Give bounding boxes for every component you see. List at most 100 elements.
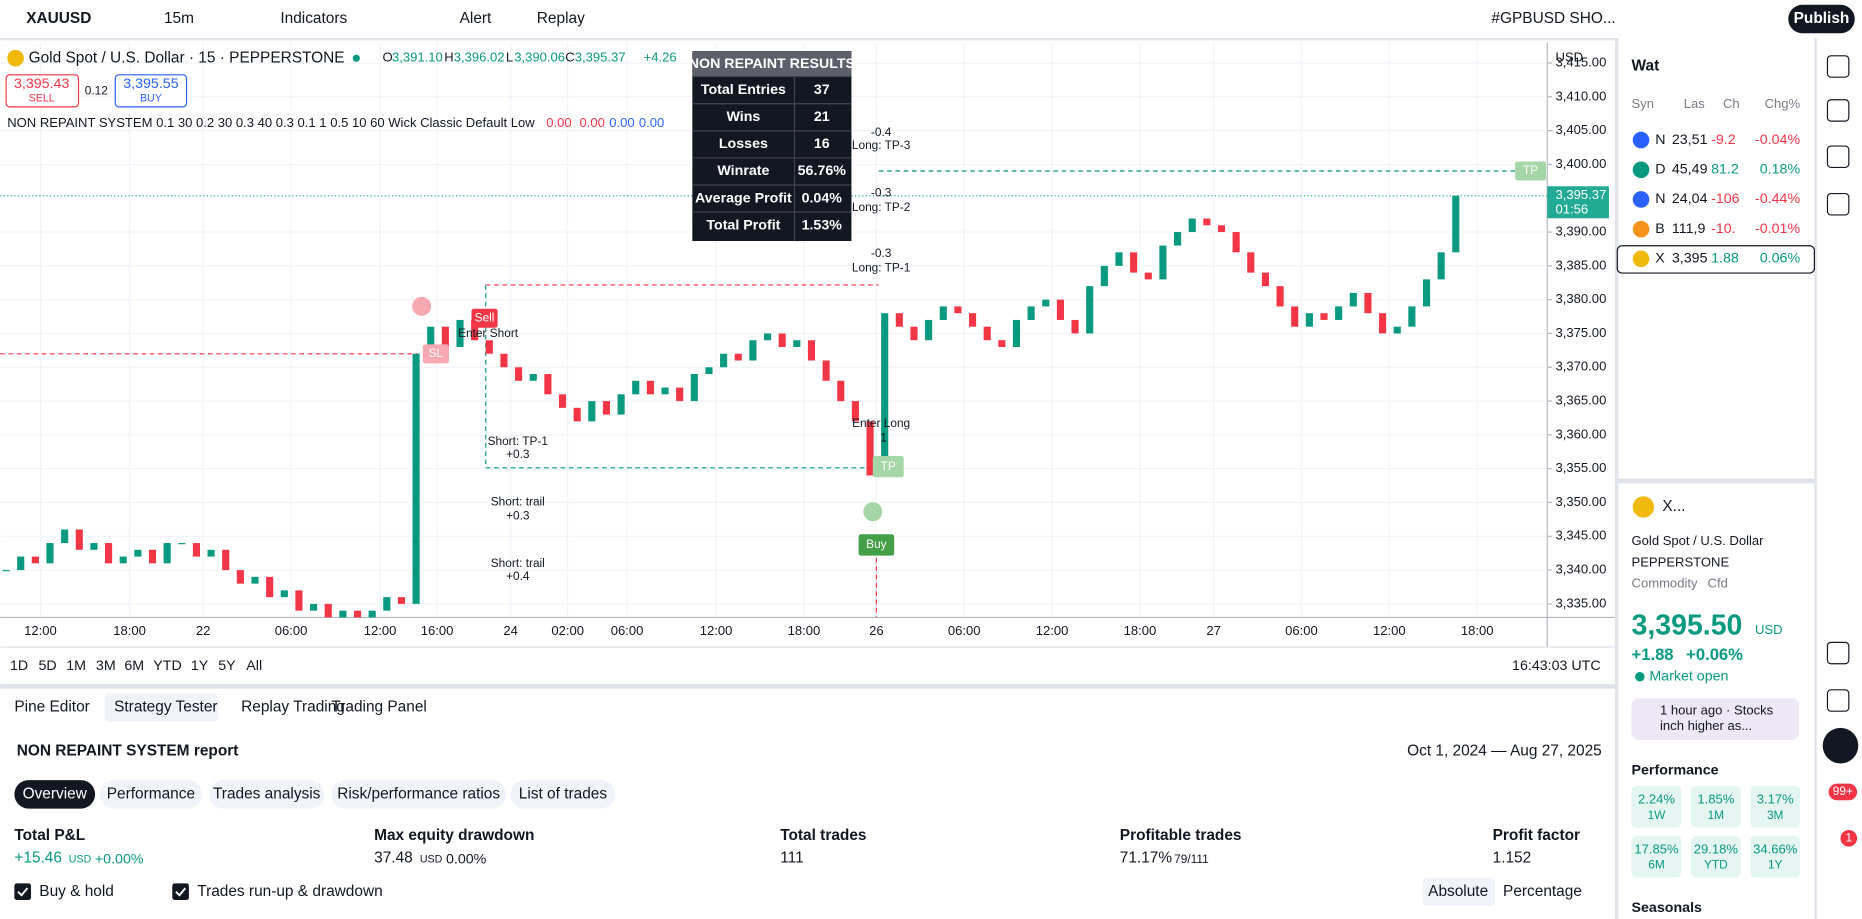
watch-symbol[interactable]: D [1655, 162, 1665, 178]
candle [178, 543, 186, 545]
range-button[interactable]: All [246, 658, 262, 674]
active-tab [104, 693, 219, 722]
ohlc-value: O [382, 50, 392, 65]
panel-tab[interactable]: Replay Trading [241, 699, 345, 716]
symbol-button[interactable]: XAUUSD [26, 10, 91, 27]
candle [866, 421, 874, 476]
range-button[interactable]: 3M [96, 658, 116, 674]
time-tick-label: 18:00 [1124, 623, 1157, 638]
sidebar-icon[interactable] [1826, 145, 1850, 169]
time-tick-label: 16:00 [421, 623, 454, 638]
news-box[interactable] [1631, 698, 1799, 740]
currency-label: USD [1556, 50, 1584, 65]
candle [895, 313, 903, 327]
report-title: NON REPAINT SYSTEM report [17, 743, 239, 760]
range-button[interactable]: 1D [10, 658, 28, 674]
candle [441, 326, 449, 347]
report-tab[interactable] [331, 780, 506, 809]
candle [617, 394, 625, 415]
candle [529, 374, 537, 381]
candle [1100, 265, 1108, 287]
chart-title: Gold Spot / U.S. Dollar · 15 · PEPPERSTO… [29, 49, 345, 66]
time-tick-label: 24 [503, 623, 518, 638]
sidebar-icon[interactable] [1826, 99, 1850, 122]
candle [192, 543, 200, 557]
performance-period: 1W [1648, 808, 1667, 822]
range-button[interactable]: 5D [39, 658, 57, 674]
sidebar-icon[interactable] [1826, 641, 1850, 665]
watch-symbol[interactable]: N [1655, 191, 1665, 207]
date-range[interactable]: Oct 1, 2024 — Aug 27, 2025 [1407, 743, 1602, 760]
annotation: Long: TP-2 [852, 200, 910, 214]
sidebar-icon[interactable] [1826, 55, 1850, 78]
interval-button[interactable]: 15m [164, 10, 194, 27]
panel-tab[interactable]: Strategy Tester [114, 699, 217, 716]
buy-button[interactable] [114, 74, 188, 108]
annotation: +0.3 [506, 447, 530, 461]
apps-icon[interactable] [1822, 727, 1859, 764]
time-tick-label: 22 [196, 623, 211, 638]
report-tab[interactable] [510, 780, 616, 809]
report-tab[interactable] [209, 780, 325, 809]
annotation: Long: TP-1 [852, 260, 911, 274]
candle [163, 543, 171, 564]
performance-cell [1631, 835, 1682, 878]
watch-change: -106 [1711, 191, 1740, 207]
watchlist-divider [1618, 478, 1815, 484]
annotation: Sell [475, 310, 495, 324]
candle [646, 380, 654, 395]
range-button[interactable]: 1M [66, 658, 86, 674]
publish-button[interactable] [1788, 4, 1855, 34]
time-tick-label: 18:00 [1461, 623, 1494, 638]
candle [602, 401, 611, 415]
change-value: +4.26 [644, 50, 677, 65]
sidebar-icon[interactable] [1826, 192, 1850, 216]
watch-change-pct: -0.01% [1755, 221, 1800, 237]
sell-button[interactable] [5, 74, 80, 108]
range-button[interactable]: 5Y [218, 658, 236, 674]
mode-button[interactable]: Absolute [1428, 883, 1488, 900]
metric-extra: +0.00% [95, 851, 144, 867]
candle [75, 529, 83, 550]
mode-button[interactable]: Percentage [1503, 883, 1582, 900]
sidebar-icon[interactable] [1826, 689, 1850, 712]
checkbox[interactable] [14, 883, 31, 901]
results-cell: Losses [719, 136, 768, 152]
price-tick-label: 3,370.00 [1556, 359, 1607, 374]
replay-button[interactable]: Replay [537, 10, 585, 27]
indicators-button[interactable]: Indicators [280, 10, 347, 27]
panel-tab[interactable]: Trading Panel [331, 699, 426, 716]
layout-name[interactable]: #GPBUSD SHO... [1491, 10, 1615, 27]
time-tick-label: 06:00 [611, 623, 644, 638]
metric-value: +15.46 [14, 850, 62, 867]
price-tick-label: 3,365.00 [1556, 393, 1607, 408]
candle [471, 319, 479, 341]
candle [632, 380, 640, 395]
candle [485, 340, 493, 354]
watch-change: -10. [1711, 221, 1736, 237]
range-button[interactable]: 6M [124, 658, 144, 674]
range-button[interactable]: YTD [153, 658, 181, 674]
watch-symbol[interactable]: B [1655, 221, 1665, 237]
panel-tab[interactable]: Pine Editor [14, 699, 89, 716]
watch-symbol[interactable]: X [1655, 251, 1665, 267]
time-tick-label: 27 [1206, 623, 1221, 638]
report-tab[interactable] [14, 780, 96, 809]
candle [1261, 272, 1269, 287]
annotation: -0.4 [871, 125, 892, 139]
performance-period: YTD [1704, 858, 1728, 872]
alert-button[interactable]: Alert [460, 10, 492, 27]
candle [544, 374, 552, 395]
range-button[interactable]: 1Y [191, 658, 209, 674]
annotation: Short: trail [491, 556, 545, 570]
candle [90, 543, 98, 550]
annotation: TP [1523, 163, 1538, 177]
checkbox[interactable] [172, 883, 189, 901]
metric-value: 111 [780, 850, 803, 867]
report-tab[interactable] [99, 780, 202, 809]
watch-symbol[interactable]: N [1655, 132, 1665, 148]
symbol-icon [1632, 250, 1650, 268]
detail-change-pct: +0.06% [1686, 645, 1743, 664]
watch-change-pct: 0.06% [1760, 251, 1801, 267]
candle [1349, 292, 1357, 307]
